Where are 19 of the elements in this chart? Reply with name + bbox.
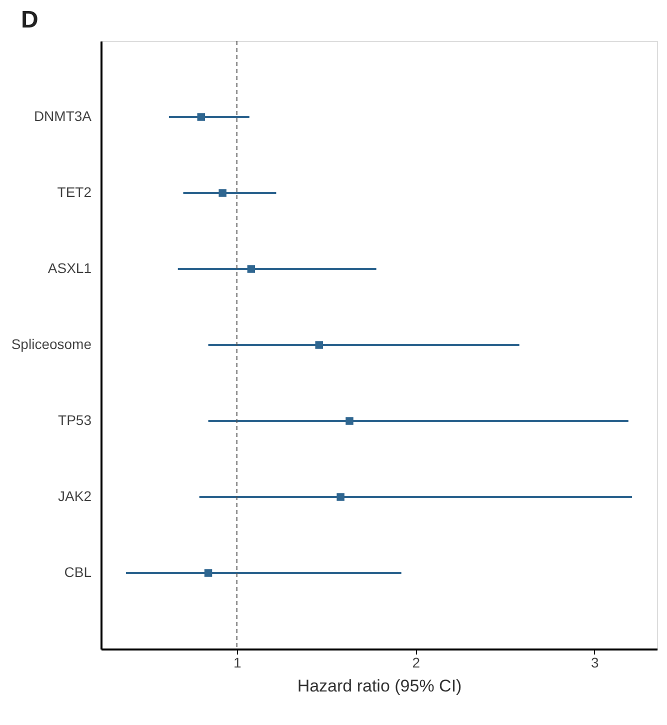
- point: [197, 113, 205, 121]
- y-tick-label: TP53: [58, 412, 92, 428]
- y-tick-label: Spliceosome: [11, 336, 92, 352]
- point: [336, 493, 344, 501]
- y-tick-label: JAK2: [58, 488, 92, 504]
- x-axis-title: Hazard ratio (95% CI): [297, 676, 462, 696]
- point: [218, 189, 226, 197]
- chart-title: D: [21, 6, 38, 34]
- y-tick-label: TET2: [57, 184, 92, 200]
- y-tick-label: CBL: [64, 564, 92, 580]
- y-tick-label: DNMT3A: [34, 108, 92, 124]
- point: [247, 265, 256, 273]
- x-tick-label: 3: [591, 654, 600, 670]
- x-tick-label: 2: [412, 654, 420, 670]
- y-tick-label: ASXL1: [48, 260, 92, 276]
- x-tick-label: 1: [233, 654, 242, 670]
- point: [204, 569, 212, 577]
- point: [346, 417, 354, 425]
- point: [315, 341, 323, 349]
